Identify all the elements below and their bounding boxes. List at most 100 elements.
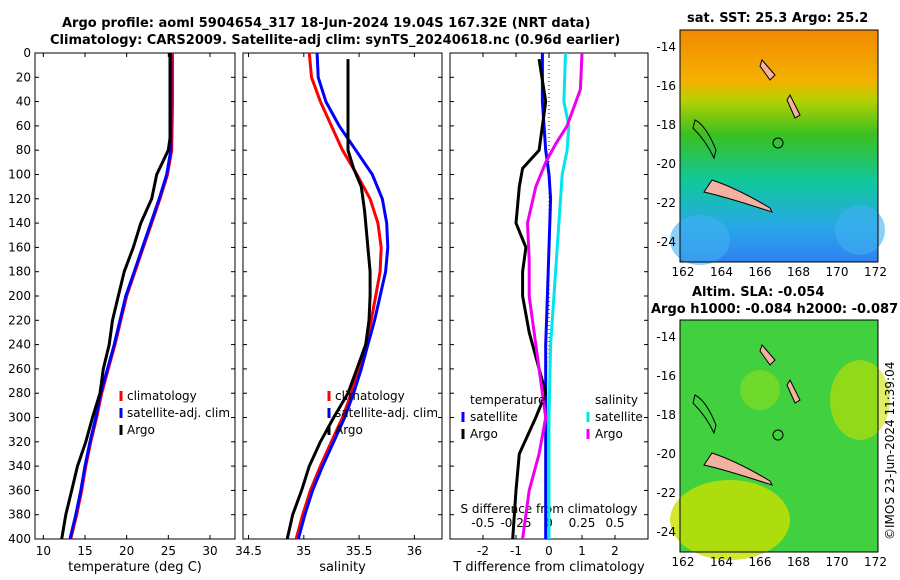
y-tick-label: 120 [8, 192, 31, 206]
x-tick-label: 0 [545, 544, 553, 558]
sla-map [670, 319, 890, 560]
title-line-1: Argo profile: aoml 5904654_317 18-Jun-20… [62, 16, 591, 31]
map-y-tick-label: -20 [656, 157, 676, 171]
series-line-argo [285, 59, 372, 540]
s-tick-label: -0.5 [471, 516, 494, 530]
series-line-satellite-adj-clim [68, 53, 173, 540]
x-tick-label: 30 [202, 544, 217, 558]
plot-differences: -2 -1 0 1 2 T difference from climatology -0.5… [449, 52, 649, 575]
legend-label: climatology [335, 389, 405, 403]
series-line-s-argo [521, 52, 584, 540]
new-caledonia-island [703, 179, 773, 213]
x-tick-label: 20 [119, 544, 134, 558]
x-tick-label: 35.5 [346, 544, 373, 558]
map-y-tick-label: -22 [656, 486, 676, 500]
y-tick-label: 160 [8, 240, 31, 254]
legend-label: Argo [595, 427, 623, 441]
legend-label: climatology [127, 389, 197, 403]
sla-map-title-1: Altim. SLA: -0.054 [692, 285, 824, 300]
series-line-satellite-adj-clim [296, 52, 390, 540]
map-x-tick-label: 166 [749, 555, 772, 569]
map-x-tick-label: 164 [710, 265, 733, 279]
x-axis-label: salinity [319, 560, 366, 575]
legend-label: satellite-adj. clim [335, 406, 438, 420]
y-tick-label: 60 [16, 119, 31, 133]
y-tick-label: 240 [8, 338, 31, 352]
y-tick-label: 320 [8, 435, 31, 449]
y-tick-label: 360 [8, 483, 31, 497]
series-line-t-satellite [540, 53, 553, 539]
series-line-t-argo [511, 58, 548, 540]
y-tick-label: 280 [8, 386, 31, 400]
map-x-tick-label: 168 [787, 265, 810, 279]
map-y-tick-label: -14 [656, 330, 676, 344]
legend-title-salinity: salinity [595, 393, 638, 407]
x-tick-label: 25 [161, 544, 176, 558]
x-tick-label: -1 [510, 544, 522, 558]
copyright-label: ©IMOS 23-Jun-2024 11:39:04 [883, 362, 897, 540]
y-tick-label: 0 [23, 46, 31, 60]
y-tick-label: 40 [16, 95, 31, 109]
series-line-climatology [294, 52, 383, 540]
y-tick-label: 300 [8, 411, 31, 425]
map-x-tick-label: 162 [672, 265, 695, 279]
series-line-argo [60, 53, 172, 540]
legend-label: Argo [470, 427, 498, 441]
title-line-2: Climatology: CARS2009. Satellite-adj cli… [50, 33, 621, 48]
sst-map-title: sat. SST: 25.3 Argo: 25.2 [687, 11, 868, 26]
y-tick-label: 220 [8, 313, 31, 327]
x-tick-label: 15 [77, 544, 92, 558]
sst-map [670, 29, 885, 265]
y-tick-label: 140 [8, 216, 31, 230]
legend-label: satellite [595, 410, 643, 424]
map-x-tick-label: 162 [672, 555, 695, 569]
legend-label: satellite-adj. clim [127, 406, 230, 420]
x-tick-label: 2 [611, 544, 619, 558]
map-x-tick-label: 172 [864, 265, 887, 279]
y-tick-label: 20 [16, 70, 31, 84]
x-tick-label: 36 [407, 544, 422, 558]
axes-frame [34, 52, 236, 540]
y-tick-label: 180 [8, 265, 31, 279]
y-tick-label: 260 [8, 362, 31, 376]
y-tick-label: 200 [8, 289, 31, 303]
s-tick-label: 0.25 [569, 516, 596, 530]
x-axis-label: temperature (deg C) [68, 560, 202, 575]
axes-frame [242, 52, 443, 540]
map-y-tick-label: -24 [656, 235, 676, 249]
map-y-tick-label: -20 [656, 447, 676, 461]
map-x-tick-label: 170 [826, 555, 849, 569]
map-y-tick-label: -22 [656, 196, 676, 210]
y-tick-label: 100 [8, 168, 31, 182]
legend-label: Argo [335, 423, 363, 437]
map-y-tick-label: -24 [656, 525, 676, 539]
map-y-tick-label: -14 [656, 40, 676, 54]
sla-map-title-2: Argo h1000: -0.084 h2000: -0.087 [651, 302, 898, 317]
y-tick-label: 400 [8, 532, 31, 546]
y-tick-label: 380 [8, 508, 31, 522]
x-tick-label: 34.5 [235, 544, 262, 558]
x-tick-label: -2 [477, 544, 489, 558]
new-caledonia-island-sla [703, 452, 773, 486]
map-y-tick-label: -18 [656, 408, 676, 422]
map-x-tick-label: 166 [749, 265, 772, 279]
plot-salinity: 34.5 35 35.5 36 salinity climatology satellite… [235, 52, 443, 575]
x-tick-label: 1 [578, 544, 586, 558]
x-tick-label: 35 [296, 544, 311, 558]
legend-label: Argo [127, 423, 155, 437]
legend-label: satellite [470, 410, 518, 424]
map-y-tick-label: -16 [656, 369, 676, 383]
legend-title-temperature: temperature [470, 393, 545, 407]
map-x-tick-label: 170 [826, 265, 849, 279]
y-tick-label: 80 [16, 143, 31, 157]
map-x-tick-label: 164 [710, 555, 733, 569]
s-tick-label: 0.5 [605, 516, 624, 530]
x-axis-label: T difference from climatology [452, 560, 645, 575]
map-x-tick-label: 172 [864, 555, 887, 569]
map-x-tick-label: 168 [787, 555, 810, 569]
map-y-tick-label: -18 [656, 118, 676, 132]
series-line-s-satellite [547, 52, 571, 539]
x-tick-label: 10 [36, 544, 51, 558]
